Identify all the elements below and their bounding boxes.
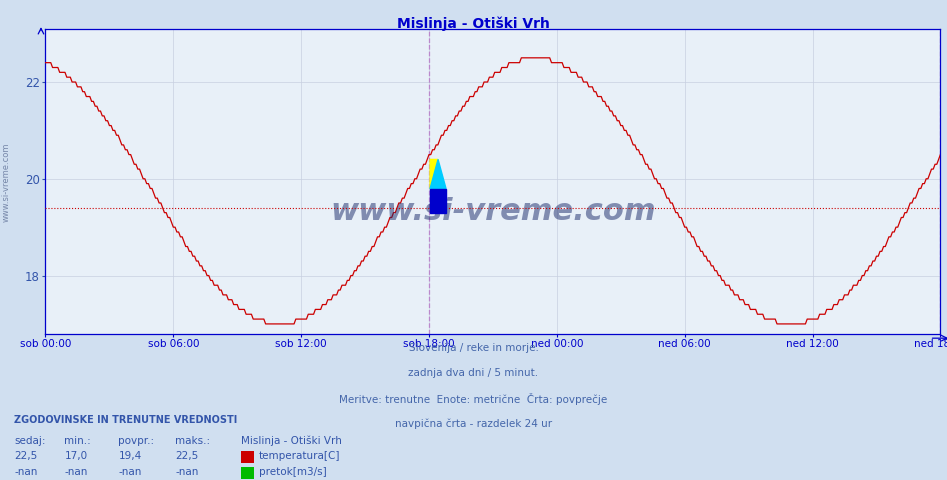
Text: -nan: -nan: [118, 467, 142, 477]
Text: maks.:: maks.:: [175, 436, 210, 446]
Text: pretok[m3/s]: pretok[m3/s]: [259, 467, 327, 477]
Text: Mislinja - Otiški Vrh: Mislinja - Otiški Vrh: [241, 436, 343, 446]
Text: Meritve: trenutne  Enote: metrične  Črta: povprečje: Meritve: trenutne Enote: metrične Črta: …: [339, 393, 608, 405]
Text: navpična črta - razdelek 24 ur: navpična črta - razdelek 24 ur: [395, 418, 552, 429]
Text: Slovenija / reke in morje.: Slovenija / reke in morje.: [408, 343, 539, 353]
Text: Mislinja - Otiški Vrh: Mislinja - Otiški Vrh: [397, 17, 550, 31]
Text: -nan: -nan: [64, 467, 88, 477]
Text: -nan: -nan: [175, 467, 199, 477]
Polygon shape: [430, 159, 438, 189]
Text: www.si-vreme.com: www.si-vreme.com: [331, 197, 655, 226]
Text: zadnja dva dni / 5 minut.: zadnja dva dni / 5 minut.: [408, 368, 539, 378]
Text: ZGODOVINSKE IN TRENUTNE VREDNOSTI: ZGODOVINSKE IN TRENUTNE VREDNOSTI: [14, 415, 238, 425]
Bar: [430, 189, 446, 213]
Polygon shape: [430, 159, 446, 189]
Text: 22,5: 22,5: [175, 451, 199, 461]
Text: -nan: -nan: [14, 467, 38, 477]
Text: 19,4: 19,4: [118, 451, 142, 461]
Text: sedaj:: sedaj:: [14, 436, 45, 446]
Text: povpr.:: povpr.:: [118, 436, 154, 446]
Text: 17,0: 17,0: [64, 451, 87, 461]
Text: min.:: min.:: [64, 436, 91, 446]
Text: temperatura[C]: temperatura[C]: [259, 451, 340, 461]
Text: www.si-vreme.com: www.si-vreme.com: [2, 143, 11, 222]
Text: 22,5: 22,5: [14, 451, 38, 461]
